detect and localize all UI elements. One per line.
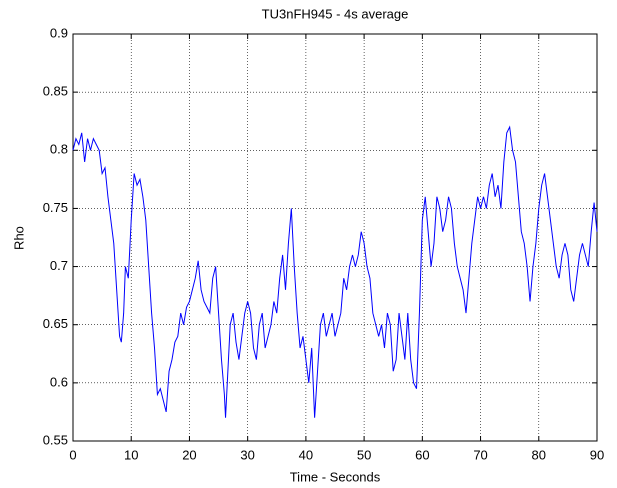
x-tick-label: 80 [532,447,546,462]
y-tick-label: 0.85 [43,84,68,99]
chart-title: TU3nFH945 - 4s average [262,6,409,21]
y-tick-label: 0.7 [50,258,68,273]
y-axis-label: Rho [11,226,26,250]
x-tick-label: 90 [590,447,604,462]
x-tick-label: 20 [182,447,196,462]
data-line [72,125,598,418]
plot-frame [72,33,598,442]
y-tick-label: 0.9 [50,25,68,40]
y-tick-label: 0.55 [43,432,68,447]
y-tick-label: 0.6 [50,374,68,389]
x-tick-label: 70 [473,447,487,462]
y-tick-label: 0.8 [50,142,68,157]
x-tick-label: 60 [415,447,429,462]
y-tick-label: 0.75 [43,200,68,215]
x-tick-label: 0 [69,447,76,462]
x-tick-label: 40 [299,447,313,462]
y-tick-label: 0.65 [43,316,68,331]
x-tick-label: 30 [240,447,254,462]
x-axis-label: Time - Seconds [290,469,381,484]
x-tick-label: 50 [357,447,371,462]
x-tick-label: 10 [124,447,138,462]
